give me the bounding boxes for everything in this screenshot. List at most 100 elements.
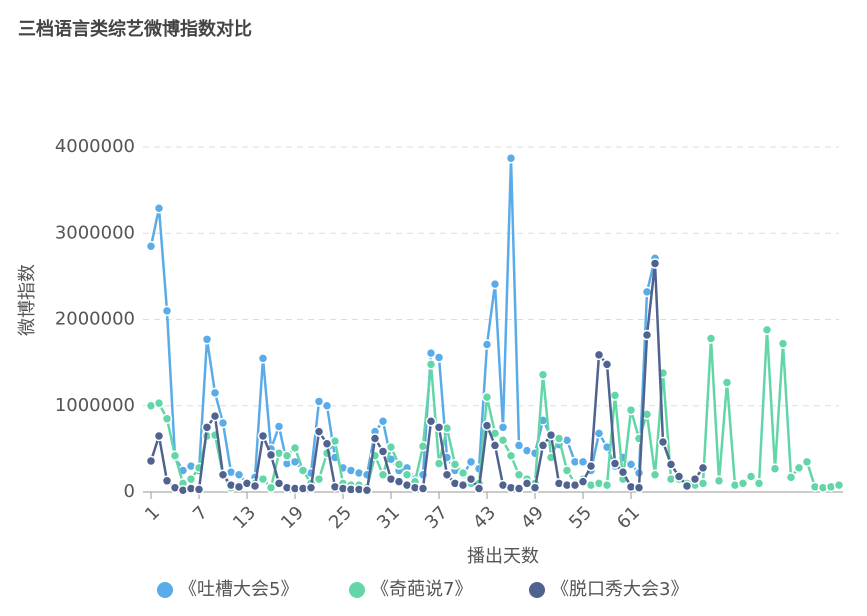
data-point: [153, 430, 165, 442]
data-point: [561, 465, 573, 476]
y-tick-label: 4000000: [55, 136, 135, 157]
data-point: [497, 435, 509, 446]
data-point: [201, 334, 213, 345]
legend-label: 《吐槽大会5》: [179, 579, 298, 600]
data-point: [641, 286, 653, 298]
chart-title: 三档语言类综艺微博指数对比: [18, 18, 252, 40]
x-tick-label: 7: [189, 502, 212, 525]
data-point: [385, 441, 397, 453]
data-point: [417, 441, 429, 452]
data-point: [321, 438, 333, 449]
data-point: [577, 456, 589, 468]
data-point: [481, 420, 493, 431]
data-point: [833, 479, 845, 491]
data-point: [489, 440, 501, 451]
data-point: [169, 450, 181, 462]
data-point: [513, 483, 525, 494]
data-point: [161, 305, 173, 317]
data-point: [281, 450, 293, 462]
data-point: [737, 478, 749, 489]
data-point: [433, 458, 445, 469]
data-point: [681, 480, 693, 492]
data-point: [185, 473, 197, 485]
legend-label: 《脱口秀大会3》: [551, 579, 688, 600]
data-point: [193, 484, 205, 495]
y-tick-label: 0: [124, 481, 135, 502]
data-point: [361, 485, 373, 496]
data-point: [761, 324, 773, 336]
data-point: [673, 471, 685, 482]
data-point: [641, 329, 653, 341]
data-point: [601, 359, 613, 370]
x-tick-label: 31: [373, 502, 404, 533]
data-point: [233, 469, 245, 480]
data-point: [593, 349, 605, 361]
data-point: [697, 462, 709, 474]
data-point: [393, 459, 405, 470]
data-point: [801, 456, 813, 468]
data-point: [545, 429, 557, 441]
data-point: [217, 469, 229, 480]
data-point: [297, 465, 309, 476]
data-point: [465, 473, 477, 485]
data-point: [289, 442, 301, 454]
data-point: [521, 478, 533, 489]
series-line: [149, 158, 657, 486]
legend-marker: [529, 582, 545, 598]
data-point: [265, 482, 277, 493]
data-point: [313, 396, 325, 407]
y-axis-label: 微博指数: [17, 264, 38, 336]
data-point: [161, 413, 173, 424]
data-point: [649, 258, 661, 269]
data-point: [369, 433, 381, 444]
data-point: [649, 469, 661, 480]
data-point: [425, 347, 437, 359]
data-point: [657, 436, 669, 448]
data-point: [705, 333, 717, 344]
x-tick-label: 37: [421, 502, 452, 533]
data-point: [513, 440, 525, 451]
data-point: [481, 391, 493, 403]
data-point: [537, 440, 549, 451]
data-point: [209, 387, 221, 399]
data-point: [713, 475, 725, 487]
data-point: [633, 482, 645, 493]
data-point: [769, 463, 781, 474]
data-point: [721, 377, 733, 388]
data-point: [449, 459, 461, 470]
legend-marker: [157, 582, 173, 598]
x-tick-label: 19: [277, 502, 308, 533]
data-point: [153, 202, 165, 214]
data-point: [145, 455, 157, 467]
y-tick-label: 2000000: [55, 309, 135, 330]
data-point: [481, 339, 493, 350]
y-tick-label: 1000000: [55, 395, 135, 416]
data-point: [153, 397, 165, 409]
y-tick-label: 3000000: [55, 222, 135, 243]
data-point: [401, 469, 413, 480]
data-point: [249, 480, 261, 492]
data-point: [625, 459, 637, 470]
data-point: [321, 400, 333, 411]
data-point: [313, 426, 325, 437]
data-point: [161, 475, 173, 487]
data-point: [265, 449, 277, 461]
data-point: [505, 152, 517, 164]
data-point: [529, 482, 541, 493]
legend-marker: [349, 582, 365, 598]
data-point: [433, 422, 445, 433]
data-point: [697, 478, 709, 489]
data-point: [217, 417, 229, 429]
data-point: [257, 430, 269, 442]
data-point: [465, 456, 477, 468]
data-point: [425, 359, 437, 370]
data-point: [377, 416, 389, 427]
data-point: [433, 352, 445, 363]
x-axis-label: 播出天数: [467, 546, 539, 567]
x-tick-label: 55: [565, 502, 596, 533]
x-tick-label: 61: [613, 502, 644, 533]
data-point: [417, 483, 429, 494]
data-point: [441, 469, 453, 480]
x-tick-label: 1: [141, 502, 164, 525]
data-point: [777, 338, 789, 349]
